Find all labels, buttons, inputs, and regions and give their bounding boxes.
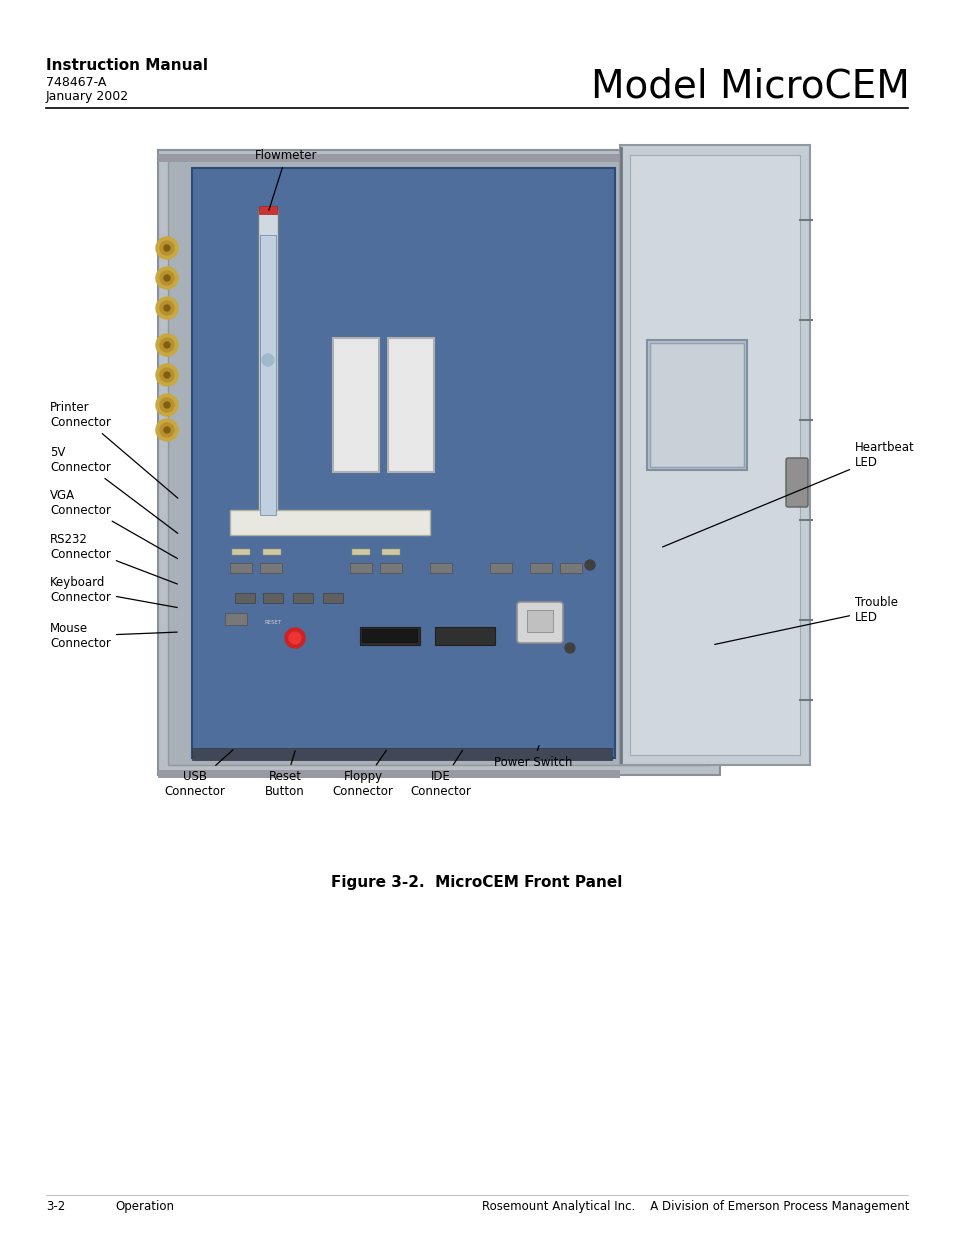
FancyBboxPatch shape [333,338,378,472]
FancyBboxPatch shape [260,235,275,515]
Circle shape [285,629,305,648]
FancyBboxPatch shape [530,563,552,573]
Text: RESET: RESET [265,620,282,625]
Circle shape [160,398,173,412]
Text: 748467-A: 748467-A [46,77,107,89]
Text: 5V
Connector: 5V Connector [50,446,177,534]
Text: Model MicroCEM: Model MicroCEM [591,68,909,106]
FancyBboxPatch shape [381,550,399,555]
Circle shape [164,305,170,311]
Circle shape [164,275,170,282]
Circle shape [156,333,178,356]
Circle shape [160,368,173,382]
Circle shape [160,338,173,352]
FancyBboxPatch shape [361,629,417,643]
Circle shape [156,267,178,289]
Circle shape [160,241,173,254]
Text: Figure 3-2.  MicroCEM Front Panel: Figure 3-2. MicroCEM Front Panel [331,876,622,890]
Circle shape [262,354,274,366]
Text: Rosemount Analytical Inc.    A Division of Emerson Process Management: Rosemount Analytical Inc. A Division of … [482,1200,909,1213]
FancyBboxPatch shape [646,340,746,471]
FancyBboxPatch shape [490,563,512,573]
Circle shape [289,632,301,643]
FancyBboxPatch shape [158,154,619,162]
FancyBboxPatch shape [559,563,581,573]
FancyBboxPatch shape [388,338,434,472]
FancyBboxPatch shape [350,563,372,573]
FancyBboxPatch shape [230,563,252,573]
FancyBboxPatch shape [234,593,254,603]
FancyBboxPatch shape [257,210,277,520]
Text: Flowmeter: Flowmeter [254,149,317,210]
Text: RS232
Connector: RS232 Connector [50,534,177,584]
Text: Floppy
Connector: Floppy Connector [333,751,393,798]
Text: USB
Connector: USB Connector [164,750,233,798]
Text: Instruction Manual: Instruction Manual [46,58,208,73]
FancyBboxPatch shape [352,550,370,555]
FancyBboxPatch shape [230,510,430,535]
FancyBboxPatch shape [263,593,283,603]
FancyBboxPatch shape [140,130,820,790]
Text: Reset
Button: Reset Button [265,751,305,798]
Circle shape [164,372,170,378]
FancyBboxPatch shape [649,343,743,467]
FancyBboxPatch shape [323,593,343,603]
Circle shape [156,364,178,387]
FancyBboxPatch shape [158,769,619,778]
Circle shape [160,270,173,285]
FancyBboxPatch shape [225,613,247,625]
Text: January 2002: January 2002 [46,90,129,103]
FancyBboxPatch shape [158,149,720,776]
Text: Keyboard
Connector: Keyboard Connector [50,576,177,608]
Text: IDE
Connector: IDE Connector [410,751,471,798]
FancyBboxPatch shape [258,206,276,214]
Text: VGA
Connector: VGA Connector [50,489,177,558]
FancyBboxPatch shape [785,458,807,508]
Circle shape [164,342,170,348]
Circle shape [164,403,170,408]
Text: Heartbeat
LED: Heartbeat LED [662,441,914,547]
FancyBboxPatch shape [192,168,615,758]
Circle shape [156,419,178,441]
Circle shape [164,427,170,433]
Circle shape [564,643,575,653]
FancyBboxPatch shape [263,550,281,555]
Circle shape [156,394,178,416]
FancyBboxPatch shape [293,593,313,603]
Text: Trouble
LED: Trouble LED [714,597,897,645]
Text: Mouse
Connector: Mouse Connector [50,622,177,650]
Text: Operation: Operation [115,1200,173,1213]
FancyBboxPatch shape [619,144,809,764]
FancyBboxPatch shape [517,601,562,643]
FancyBboxPatch shape [359,627,419,645]
Circle shape [160,424,173,437]
FancyBboxPatch shape [379,563,401,573]
FancyBboxPatch shape [192,748,612,760]
Circle shape [584,559,595,571]
Circle shape [156,237,178,259]
FancyBboxPatch shape [232,550,250,555]
FancyBboxPatch shape [435,627,495,645]
Text: Printer
Connector: Printer Connector [50,401,177,498]
Circle shape [156,296,178,319]
FancyBboxPatch shape [526,610,553,632]
FancyBboxPatch shape [260,563,282,573]
Text: 3-2: 3-2 [46,1200,65,1213]
FancyBboxPatch shape [430,563,452,573]
Text: Power Switch: Power Switch [494,746,572,769]
Circle shape [164,245,170,251]
Circle shape [160,301,173,315]
FancyBboxPatch shape [168,161,709,764]
FancyBboxPatch shape [629,156,800,755]
